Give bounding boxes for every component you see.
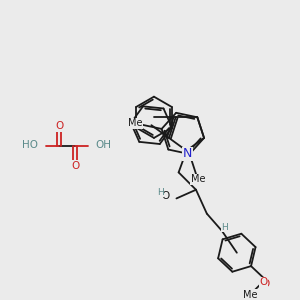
Text: H: H — [157, 188, 164, 197]
Text: O: O — [161, 191, 169, 202]
Text: OH: OH — [96, 140, 112, 150]
Text: O: O — [55, 121, 63, 131]
Text: O: O — [71, 161, 79, 171]
Text: N: N — [183, 147, 192, 160]
Text: O: O — [259, 278, 267, 287]
Text: O: O — [261, 279, 269, 290]
Text: Me: Me — [128, 118, 143, 128]
Text: Me: Me — [243, 290, 257, 300]
Text: H: H — [222, 223, 228, 232]
Text: HO: HO — [22, 140, 38, 150]
Text: Me: Me — [190, 174, 205, 184]
